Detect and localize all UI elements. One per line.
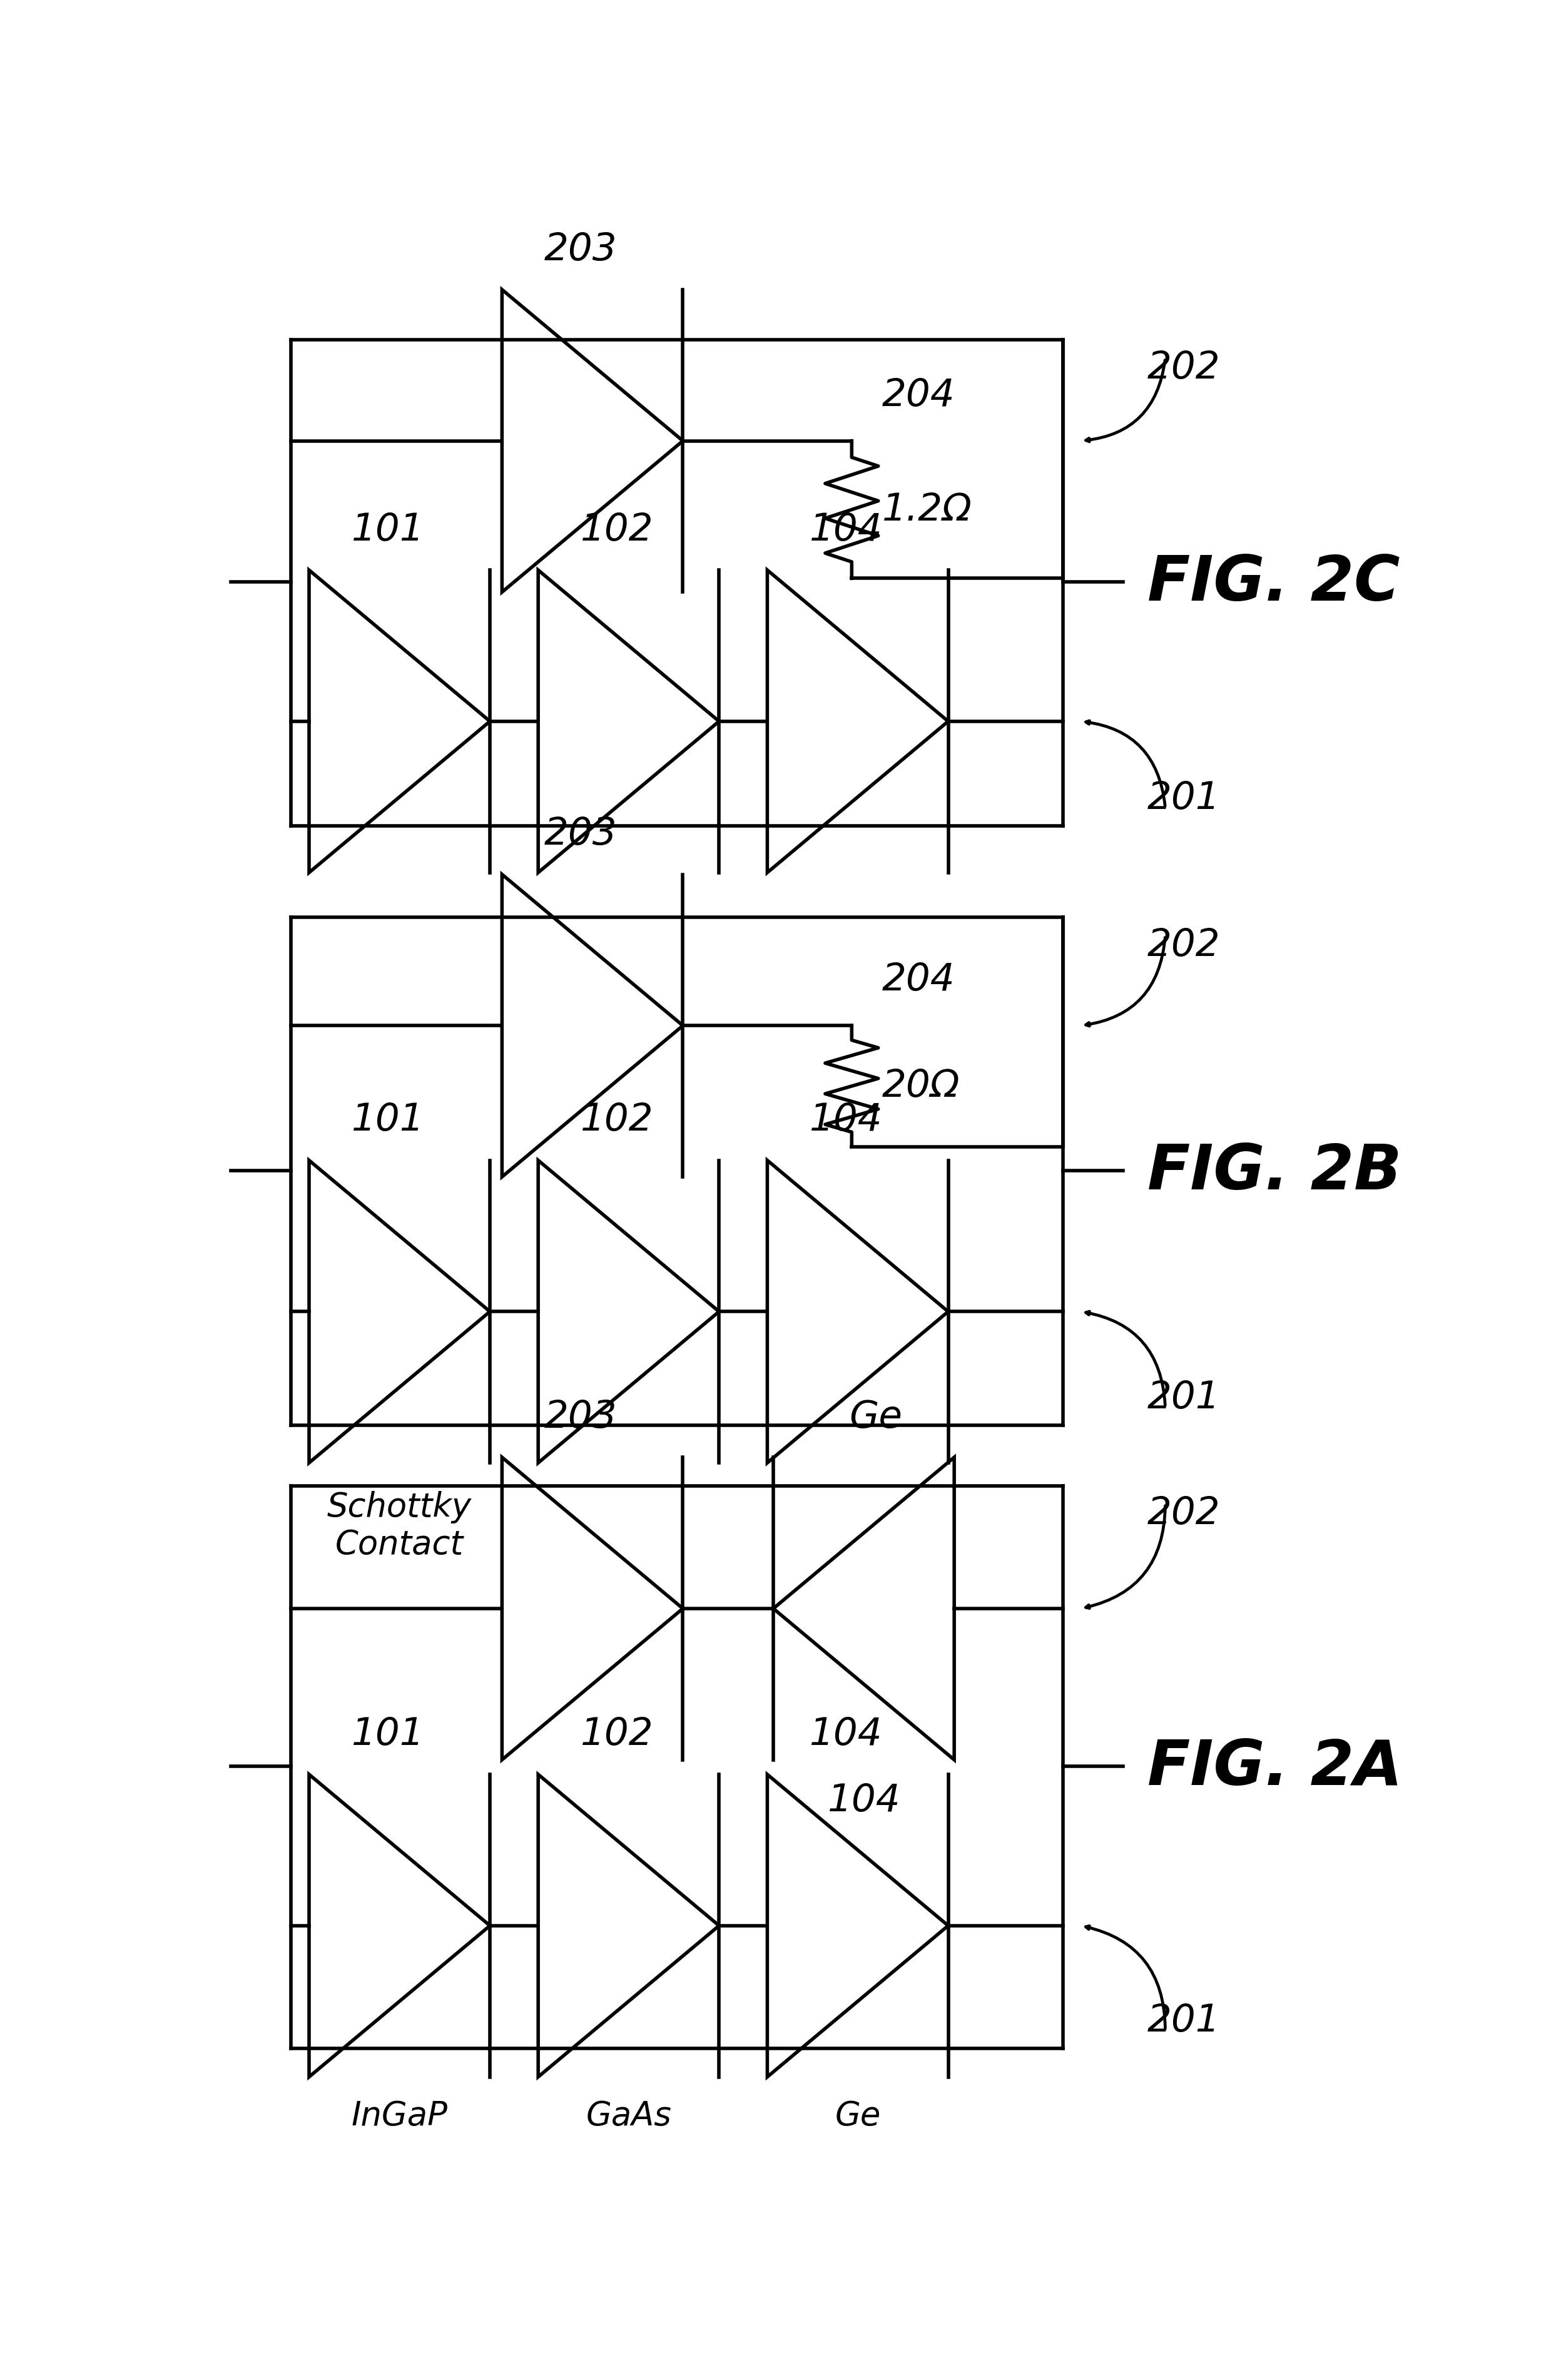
Text: Ge: Ge [834, 2099, 881, 2132]
Text: FIG. 2B: FIG. 2B [1147, 1142, 1402, 1202]
Text: InGaP: InGaP [352, 2099, 448, 2132]
Text: 101: 101 [352, 1102, 423, 1138]
Text: 102: 102 [580, 1716, 654, 1752]
Text: 1.2Ω: 1.2Ω [882, 493, 973, 528]
Text: 202: 202 [1147, 1495, 1220, 1533]
Text: 203: 203 [545, 816, 616, 852]
Text: 104: 104 [809, 512, 882, 547]
Text: 201: 201 [1147, 2002, 1220, 2040]
Text: 101: 101 [352, 1716, 423, 1752]
Text: 102: 102 [580, 512, 654, 547]
Text: 203: 203 [545, 1399, 616, 1435]
Text: FIG. 2C: FIG. 2C [1147, 552, 1399, 614]
Text: 202: 202 [1147, 926, 1220, 964]
Text: GaAs: GaAs [585, 2099, 672, 2132]
Text: 204: 204 [882, 962, 955, 1000]
Text: 104: 104 [809, 1102, 882, 1138]
Text: 203: 203 [545, 231, 616, 269]
Text: 20Ω: 20Ω [882, 1069, 960, 1104]
Text: 104: 104 [828, 1783, 901, 1818]
Text: 201: 201 [1147, 781, 1220, 816]
Text: 101: 101 [352, 512, 423, 547]
Text: 204: 204 [882, 376, 955, 414]
Text: Schottky
Contact: Schottky Contact [327, 1490, 471, 1561]
Text: 102: 102 [580, 1102, 654, 1138]
Text: 104: 104 [809, 1716, 882, 1752]
Text: 201: 201 [1147, 1380, 1220, 1416]
Text: 202: 202 [1147, 350, 1220, 386]
Text: Ge: Ge [850, 1399, 902, 1435]
Text: FIG. 2A: FIG. 2A [1147, 1737, 1402, 1797]
